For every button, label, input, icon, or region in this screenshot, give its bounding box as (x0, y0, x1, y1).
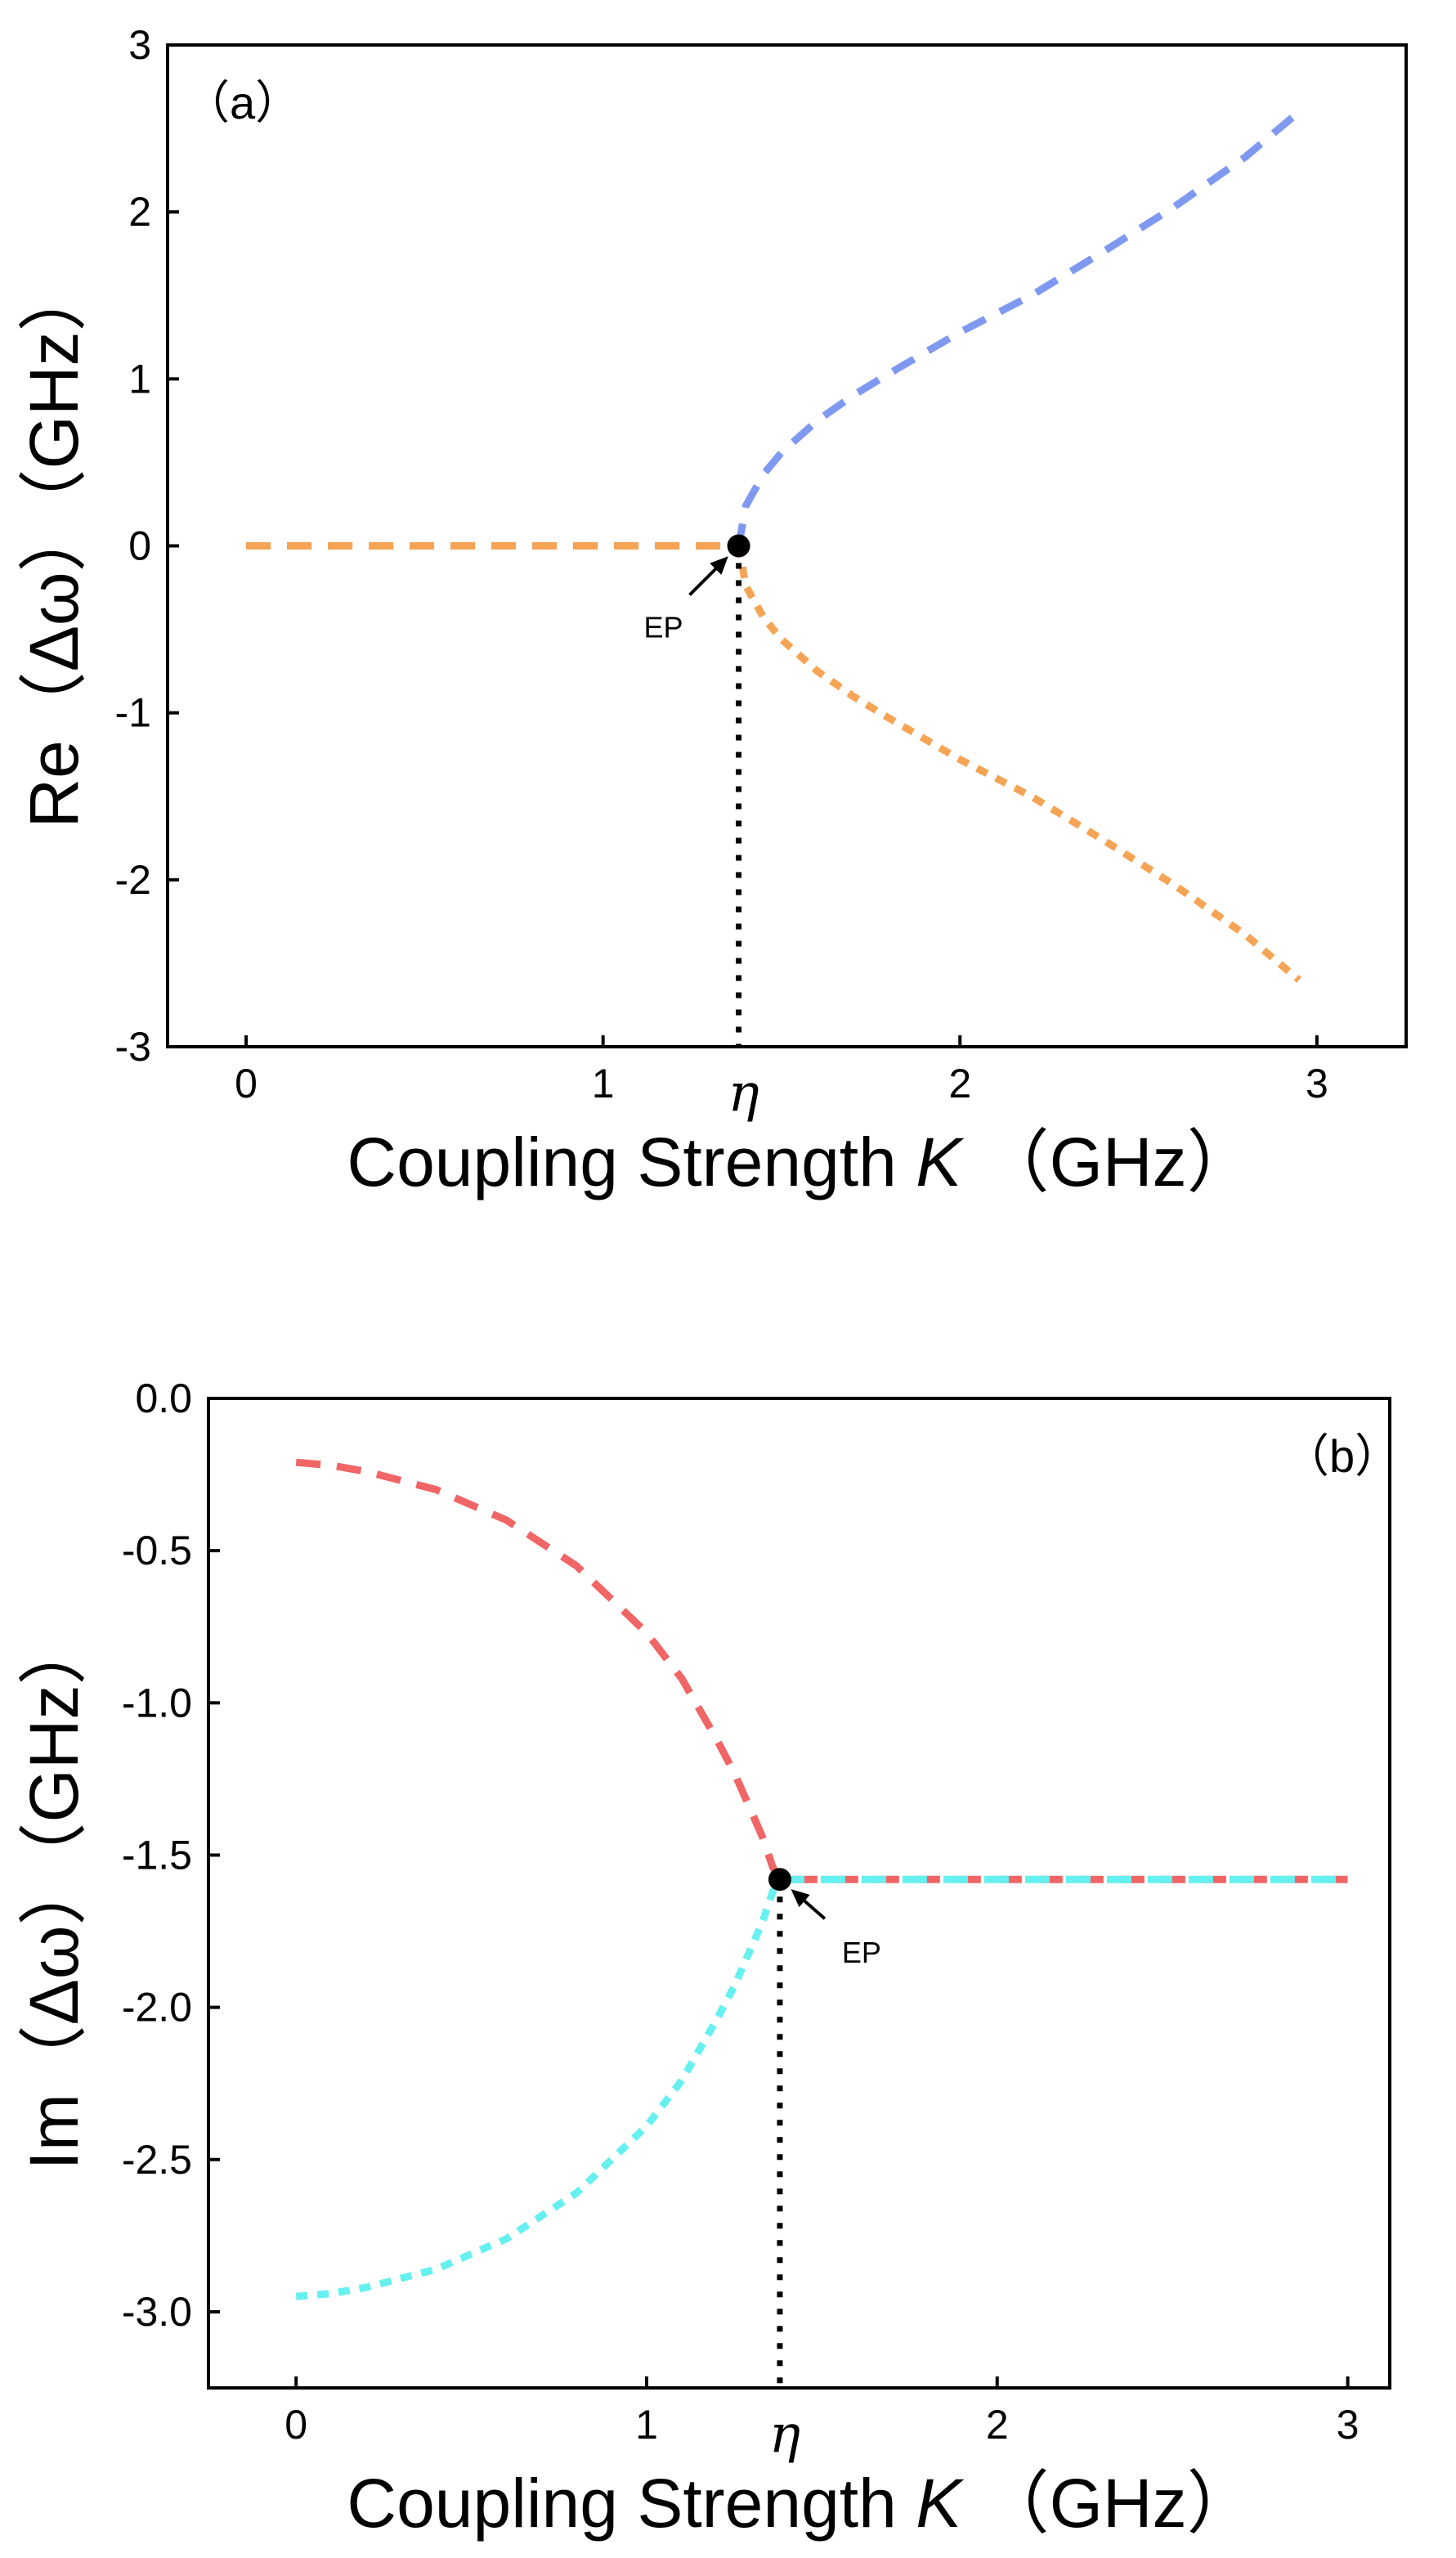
panel-a-x-axis-title-unit: （GHz） (981, 1124, 1256, 1200)
panel-b-y-tick-label-4: -2.0 (122, 1985, 192, 2031)
panel-b-ep-label: EP (842, 1936, 881, 1969)
panel-a-series-group (246, 109, 1301, 983)
panel-a-y-tick-label-1: -2 (115, 857, 151, 903)
panel-a-x-tick-label-2: 2 (948, 1061, 971, 1106)
panel-b-y-axis-title: Im（Δω）（GHz） (16, 1616, 92, 2170)
panel-b-y-tick-label-2: -1.0 (122, 1680, 192, 1726)
panel-b-x-axis: 0 1 2 3 η (284, 2376, 1359, 2465)
panel-a-y-tick-label-3: 0 (128, 523, 151, 569)
panel-a-y-tick-label-6: 3 (128, 22, 151, 68)
panel-b-label: （b） (1284, 1430, 1400, 1482)
panel-a-ep-arrow-shaft (688, 563, 722, 596)
panel-b-ep-arrow-head (791, 1889, 810, 1908)
panel-b-y-tick-label-1: -0.5 (122, 1528, 192, 1573)
panel-a-series-line-1 (735, 545, 1301, 983)
panel-a-x-axis: 0 1 2 3 η (235, 1035, 1328, 1124)
panel-a-x-axis-title-var: K (916, 1124, 965, 1200)
panel-a-y-axis-title: Re（Δω）（GHz） (16, 263, 92, 828)
panel-a-label: （a） (184, 77, 301, 128)
panel-a-chart: 0 1 2 3 η -3 -2 -1 0 1 2 3 EP （a） Re（Δω）（GHz） Coup… (16, 22, 1408, 1200)
panel-a-x-tick-label-0: 0 (235, 1061, 258, 1106)
panel-b-x-axis-title-var: K (916, 2465, 965, 2542)
panel-b-x-axis-title-unit: （GHz） (981, 2465, 1256, 2542)
panel-b-x-tick-label-1: 1 (635, 2402, 658, 2448)
panel-b-y-tick-label-3: -1.5 (122, 1832, 192, 1878)
panel-b-chart: 0 1 2 3 η 0.0 -0.5 -1.0 -1.5 -2.0 -2.5 -3.0 EP （b）… (16, 1375, 1400, 2542)
panel-a-y-tick-label-5: 2 (128, 189, 151, 235)
panel-b-series-group (295, 1458, 1348, 2300)
panel-b-y-tick-label-0: 0.0 (135, 1375, 192, 1421)
panel-b-x-tick-label-0: 0 (284, 2402, 307, 2448)
panel-b-series-line-0 (295, 1458, 1348, 1883)
panel-a-y-tick-label-4: 1 (128, 356, 151, 402)
panel-a-y-tick-label-2: -1 (115, 690, 151, 736)
panel-a-y-tick-label-0: -3 (115, 1024, 151, 1070)
panel-a-y-axis: -3 -2 -1 0 1 2 3 (115, 22, 179, 1070)
panel-b-y-axis: 0.0 -0.5 -1.0 -1.5 -2.0 -2.5 -3.0 (122, 1375, 220, 2335)
panel-b-ep-point (768, 1868, 791, 1892)
panel-b-ep-group: EP (768, 1868, 881, 1969)
panel-a-x-axis-title: Coupling Strength K （GHz） (347, 1124, 1255, 1200)
panel-a-ep-point (727, 534, 750, 558)
panel-a-ep-group: EP (644, 534, 750, 644)
panel-b-series-line-1 (295, 1877, 783, 2300)
panel-b-x-axis-title: Coupling Strength K （GHz） (347, 2465, 1255, 2542)
panel-a-x-tick-label-3: 3 (1306, 1061, 1328, 1106)
panel-b-y-tick-label-6: -3.0 (122, 2289, 192, 2335)
panel-b-plot-frame (207, 1397, 1391, 2390)
panel-b-y-tick-label-5: -2.5 (122, 2137, 192, 2183)
panel-a-x-tick-label-1: 1 (592, 1061, 615, 1106)
panel-b-x-tick-label-3: 3 (1337, 2402, 1360, 2448)
panel-a-eta-tick-label: η (728, 1063, 759, 1124)
panel-b-eta-tick-label: η (769, 2404, 800, 2465)
panel-b-x-tick-label-2: 2 (986, 2402, 1009, 2448)
panel-a-ep-arrow-head (710, 556, 728, 575)
panel-a-x-axis-title-text: Coupling Strength (347, 1124, 896, 1200)
panel-b-x-axis-title-text: Coupling Strength (347, 2465, 896, 2542)
panel-a-ep-label: EP (644, 611, 683, 644)
